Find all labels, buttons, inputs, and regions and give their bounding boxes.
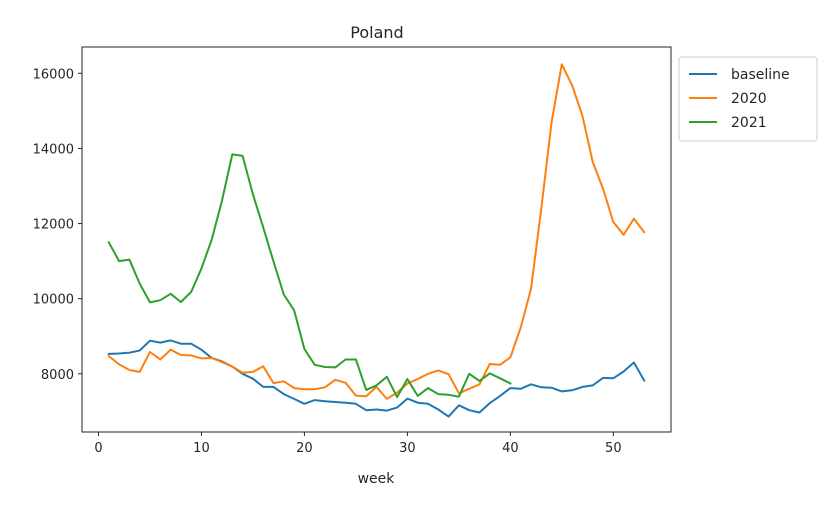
y-tick-label: 16000 (33, 67, 74, 82)
y-tick-label: 12000 (33, 218, 74, 233)
x-axis: 0 10 20 30 40 50 (94, 432, 622, 456)
x-axis-label: week (358, 471, 396, 487)
y-tick-label: 8000 (41, 368, 74, 383)
y-tick-label: 14000 (33, 142, 74, 157)
x-tick-label: 30 (399, 441, 416, 456)
legend: baseline 2020 2021 (678, 56, 818, 142)
plot-lines (107, 63, 646, 418)
x-tick-label: 0 (94, 441, 102, 456)
y-axis: 8000 10000 12000 14000 16000 (33, 67, 82, 383)
legend-label: 2020 (731, 91, 767, 107)
series-line-baseline (107, 339, 646, 418)
legend-label: 2021 (731, 115, 767, 131)
legend-box (678, 56, 818, 142)
legend-label: baseline (731, 67, 790, 83)
series-line-2020 (107, 63, 646, 400)
x-tick-label: 10 (193, 441, 210, 456)
y-tick-label: 10000 (33, 293, 74, 308)
x-tick-label: 20 (296, 441, 313, 456)
plot-frame (81, 46, 672, 433)
series-line-2021 (107, 153, 512, 399)
x-tick-label: 40 (502, 441, 519, 456)
chart-title: Poland (350, 23, 403, 42)
x-tick-label: 50 (605, 441, 622, 456)
